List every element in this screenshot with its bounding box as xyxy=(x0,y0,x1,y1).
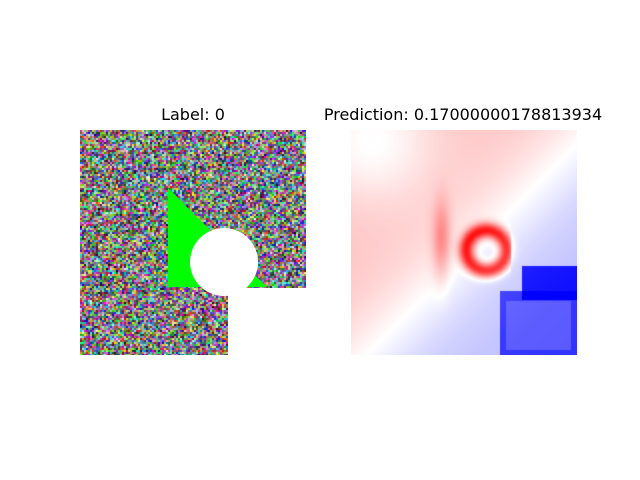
prediction-heatmap xyxy=(351,130,577,355)
input-image-title: Label: 0 xyxy=(161,105,225,124)
white-circle xyxy=(190,228,258,296)
shape-overlay xyxy=(168,188,306,355)
white-cutout-right xyxy=(228,288,306,355)
prediction-title: Prediction: 0.17000000178813934 xyxy=(323,105,603,124)
input-image-panel xyxy=(80,130,306,355)
prediction-heatmap-panel xyxy=(351,130,577,355)
